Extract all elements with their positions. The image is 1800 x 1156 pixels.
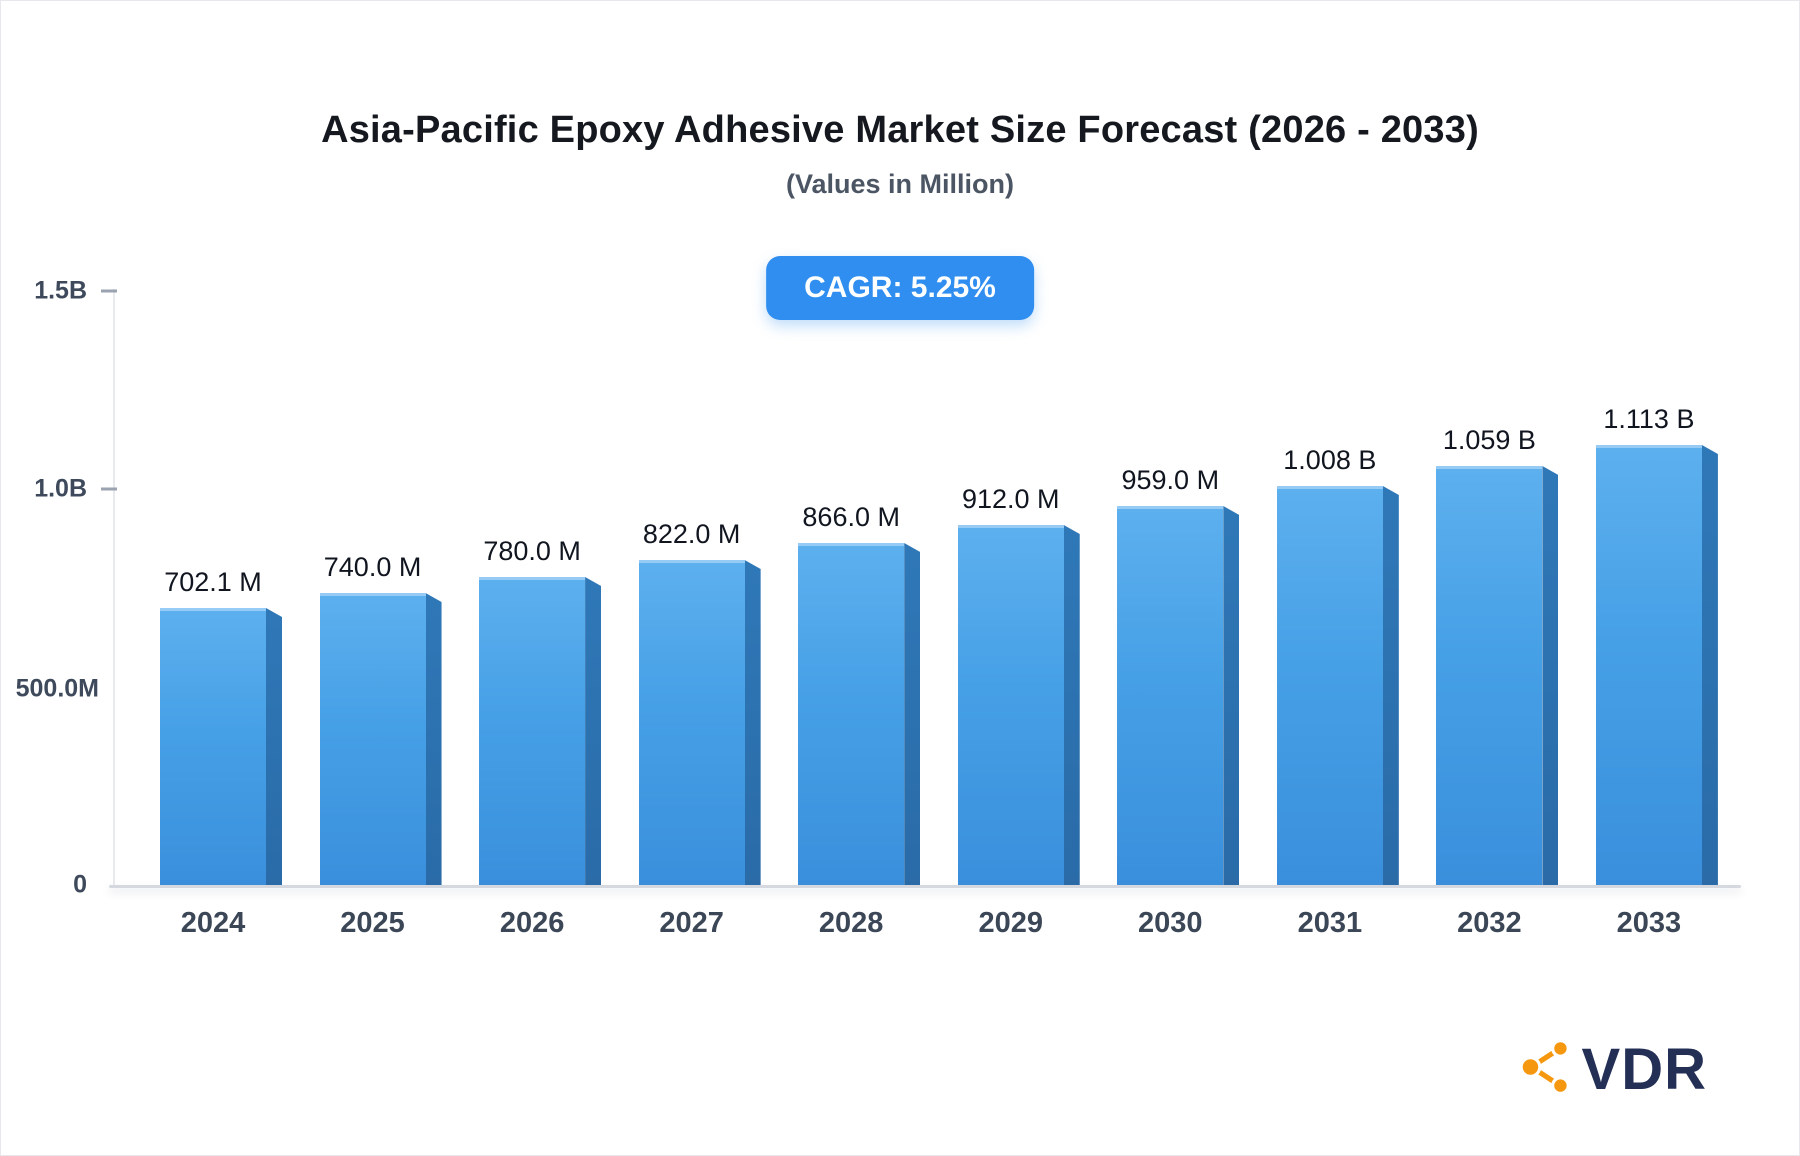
chart-subtitle: (Values in Million) xyxy=(785,169,1015,199)
bar-side xyxy=(585,577,602,887)
x-axis-label: 2030 xyxy=(1138,907,1203,939)
bar-side xyxy=(1701,445,1718,887)
x-axis-label: 2027 xyxy=(659,907,724,939)
y-tick-label: 1.5B xyxy=(34,276,87,305)
bar-side xyxy=(1063,525,1080,887)
bar-value-label: 912.0 M xyxy=(961,484,1060,514)
bar-column: 959.0 M xyxy=(1108,465,1240,887)
bar xyxy=(1117,506,1240,887)
x-axis-label: 2029 xyxy=(978,907,1043,939)
bar-value-label: 740.0 M xyxy=(323,552,422,582)
bar-value-label: 866.0 M xyxy=(802,502,900,532)
bar-column: 740.0 M xyxy=(311,552,442,887)
bar-column: 1.113 B xyxy=(1587,404,1718,887)
x-axis-label: 2026 xyxy=(499,907,565,939)
x-axis-label: 2024 xyxy=(180,907,246,939)
bar-value-label: 1.059 B xyxy=(1442,425,1536,455)
chart-title: Asia-Pacific Epoxy Adhesive Market Size … xyxy=(321,109,1479,151)
bar-side xyxy=(1542,466,1559,887)
bar-column: 1.059 B xyxy=(1427,425,1559,887)
bar-column: 912.0 M xyxy=(949,484,1080,887)
y-axis-line xyxy=(113,289,115,887)
y-tick-label: 0 xyxy=(73,870,87,899)
bar xyxy=(319,593,442,887)
x-axis-line xyxy=(109,885,1741,888)
bar-column: 780.0 M xyxy=(470,536,602,887)
x-axis-label: 2031 xyxy=(1297,907,1363,939)
bar-side xyxy=(425,593,442,887)
share-network-icon xyxy=(1516,1036,1578,1103)
x-axis-label: 2028 xyxy=(818,907,884,939)
y-tick-mark xyxy=(101,487,117,491)
x-axis-label: 2032 xyxy=(1457,907,1522,939)
bar-side xyxy=(1382,486,1399,887)
bar-value-label: 822.0 M xyxy=(642,519,741,549)
bars-area: 702.1 M 740.0 M 780.0 M 822.0 M 866.0 M 912.0… xyxy=(151,291,1718,887)
x-axis-label: 2033 xyxy=(1616,907,1682,939)
x-axis-labels: 2024 2025 2026 2027 2028 2029 2030 2031 2032 2033 xyxy=(151,907,1711,940)
x-axis-label: 2025 xyxy=(340,907,405,939)
y-tick-mark xyxy=(101,289,117,293)
y-tick-label: 500.0M xyxy=(15,674,99,703)
bar-side xyxy=(744,560,761,887)
bar-column: 702.1 M xyxy=(151,567,282,887)
bar-side xyxy=(1223,506,1240,887)
bar xyxy=(1595,445,1718,887)
bar xyxy=(638,560,761,887)
bar xyxy=(798,543,921,887)
bar-column: 866.0 M xyxy=(789,502,921,887)
bar-value-label: 702.1 M xyxy=(164,567,262,597)
bar-value-label: 959.0 M xyxy=(1121,465,1220,495)
bar-value-label: 780.0 M xyxy=(483,536,581,566)
brand-logo: VDR xyxy=(1516,1036,1707,1103)
bar-side xyxy=(266,608,282,887)
bar-value-label: 1.113 B xyxy=(1603,404,1695,434)
bar xyxy=(957,525,1080,887)
y-tick-label: 1.0B xyxy=(34,474,87,503)
bar-column: 1.008 B xyxy=(1268,445,1399,887)
logo-text: VDR xyxy=(1581,1037,1707,1102)
bar xyxy=(1436,466,1559,887)
cagr-badge: CAGR: 5.25% xyxy=(766,256,1034,320)
bar xyxy=(160,608,282,887)
bar-value-label: 1.008 B xyxy=(1283,445,1377,475)
bar-side xyxy=(904,543,921,887)
bar-column: 822.0 M xyxy=(630,519,761,887)
bar xyxy=(479,577,602,887)
bar xyxy=(1276,486,1399,887)
